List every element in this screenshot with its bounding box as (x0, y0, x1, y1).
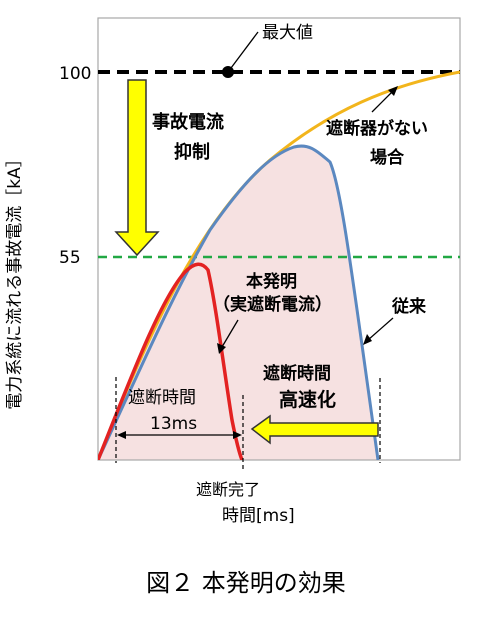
no-breaker-label-2: 場合 (370, 147, 405, 168)
figure-caption: 図２ 本発明の効果 (146, 569, 346, 597)
y-tick-100: 100 (59, 64, 91, 84)
max-value-leader (227, 31, 259, 73)
x-axis-label: 時間[ms] (222, 506, 295, 526)
conventional-arrowhead (363, 334, 372, 345)
y-tick-55: 55 (59, 248, 81, 268)
speedup-label-2: 高速化 (279, 388, 336, 411)
speedup-label-1: 遮断時間 (263, 363, 331, 384)
invention-leader (221, 319, 239, 348)
no-breaker-arrowhead (388, 86, 398, 96)
break-time-arrow-right (233, 431, 242, 439)
break-time-value: 13ms (150, 414, 197, 434)
invention-curve (98, 262, 244, 460)
break-time-arrow-left (117, 431, 126, 439)
break-complete-label: 遮断完了 (196, 480, 260, 499)
conventional-leader (367, 317, 394, 341)
no-breaker-label-1: 遮断器がない (326, 118, 428, 139)
plot-frame (97, 17, 461, 461)
break-time-label: 遮断時間 (128, 388, 196, 408)
invention-area (98, 264, 242, 460)
suppression-label-1: 事故電流 (152, 111, 224, 133)
invention-label-2: （実遮断電流） (213, 294, 332, 315)
suppression-arrow (114, 79, 160, 257)
invention-arrowhead (217, 343, 226, 354)
invention-label-1: 本発明 (246, 271, 297, 292)
max-value-label: 最大値 (262, 23, 313, 43)
speedup-arrow (250, 414, 379, 445)
y-axis-label: 電力系統に流れる事故電流［kA］ (5, 150, 25, 409)
conventional-label: 従来 (391, 296, 427, 317)
no-breaker-leader (371, 89, 395, 113)
suppression-label-2: 抑制 (174, 142, 210, 163)
conventional-curve (98, 144, 380, 460)
